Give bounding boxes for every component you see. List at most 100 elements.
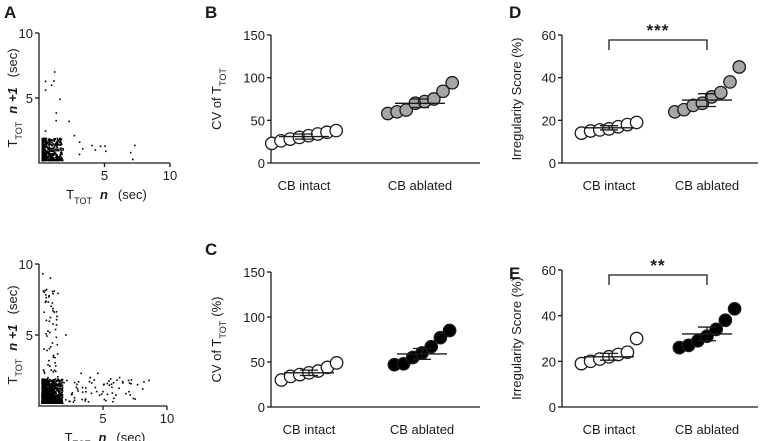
scatter-point (48, 138, 51, 140)
scatter-point (48, 400, 51, 402)
scatter-point (56, 146, 59, 149)
scatter-point (113, 397, 115, 400)
scatter-point (64, 399, 67, 401)
scatter-point (99, 145, 102, 148)
scatter-point (46, 147, 49, 149)
scatter-point (53, 369, 56, 372)
category-label: CB ablated (675, 422, 739, 437)
scatter-point (53, 395, 56, 398)
scatter-point (47, 396, 49, 399)
scatter-point (50, 394, 52, 397)
scatter-point (57, 159, 59, 162)
panel-letter-b: B (205, 3, 217, 22)
scatter-point (49, 316, 52, 319)
scatter-point (59, 398, 62, 400)
scatter-point (47, 383, 49, 386)
significance-label: *** (647, 21, 670, 40)
scatter-point (81, 386, 84, 389)
scatter-point (94, 149, 97, 151)
data-point (709, 322, 724, 337)
scatter-point (41, 142, 44, 144)
scatter-point (53, 80, 55, 82)
scatter-point (41, 382, 44, 385)
scatter-point (58, 393, 60, 396)
scatter-point (53, 381, 56, 384)
scatter-point (41, 155, 44, 158)
scatter-point (50, 380, 53, 382)
scatter-point (51, 139, 53, 141)
scatter-point (58, 156, 61, 158)
scatter-point (45, 386, 48, 389)
scatter-point (50, 84, 53, 87)
scatter-point (47, 376, 49, 379)
y-tick-label: 5 (26, 91, 33, 106)
scatter-point (57, 382, 60, 385)
dot-plot-d: 0 20 40 60 CB intact CB ablated Irregularity S… (509, 21, 758, 193)
scatter-point (55, 380, 58, 382)
scatter-point (56, 395, 58, 398)
data-point (433, 330, 448, 345)
scatter-point (62, 147, 64, 150)
scatter-point (72, 401, 75, 403)
scatter-point (148, 379, 150, 382)
scatter-point (42, 369, 45, 371)
scatter-point (53, 71, 56, 73)
scatter-point (54, 152, 57, 155)
scatter-point (61, 153, 63, 156)
scatter-point (58, 384, 60, 387)
scatter-point (54, 385, 56, 387)
scatter-point (53, 384, 55, 387)
scatter-point (48, 380, 50, 382)
scatter-point (43, 159, 45, 162)
scatter-point (46, 396, 48, 399)
y-tick-label: 10 (19, 257, 33, 272)
scatter-point (51, 380, 54, 383)
scatter-point (42, 402, 45, 404)
scatter-point (47, 402, 50, 404)
scatter-point (49, 397, 52, 399)
scatter-point (52, 309, 54, 312)
category-label: CB ablated (675, 178, 739, 193)
scatter-point (49, 159, 51, 162)
scatter-point (89, 376, 91, 379)
scatter-point (60, 143, 63, 146)
scatter-point (52, 399, 54, 402)
scatter-point (56, 141, 59, 144)
scatter-point (46, 386, 49, 389)
scatter-point (91, 144, 93, 147)
x-tick-label: 10 (163, 168, 177, 183)
data-point (436, 84, 450, 99)
scatter-point (48, 359, 50, 362)
y-tick-label: 40 (542, 309, 556, 324)
scatter-point (54, 390, 57, 393)
scatter-point (57, 399, 59, 402)
scatter-point (94, 386, 97, 389)
scatter-point (50, 155, 53, 158)
scatter-point (73, 134, 76, 137)
scatter-point (42, 159, 45, 161)
scatter-point (51, 141, 53, 144)
data-point (620, 345, 635, 360)
scatter-point (50, 393, 52, 396)
scatter-point (45, 296, 48, 299)
scatter-point (59, 380, 62, 382)
scatter-point (59, 144, 62, 146)
scatter-point (60, 151, 62, 154)
scatter-point (55, 159, 58, 162)
scatter-point (93, 379, 96, 381)
scatter-point (84, 400, 87, 402)
scatter-point (48, 397, 50, 400)
scatter-point (90, 382, 93, 384)
scatter-point (43, 370, 45, 373)
scatter-point (54, 138, 56, 141)
scatter-point (50, 386, 53, 388)
scatter-point (111, 392, 114, 394)
data-point (629, 331, 644, 346)
dot-plot-e: 0 20 40 60 CB intact CB ablated Irregularity S… (509, 256, 758, 437)
scatter-point (42, 151, 45, 153)
scatter-point (42, 383, 45, 385)
scatter-point (55, 395, 57, 398)
data-point (396, 356, 411, 371)
scatter-point (48, 320, 51, 323)
